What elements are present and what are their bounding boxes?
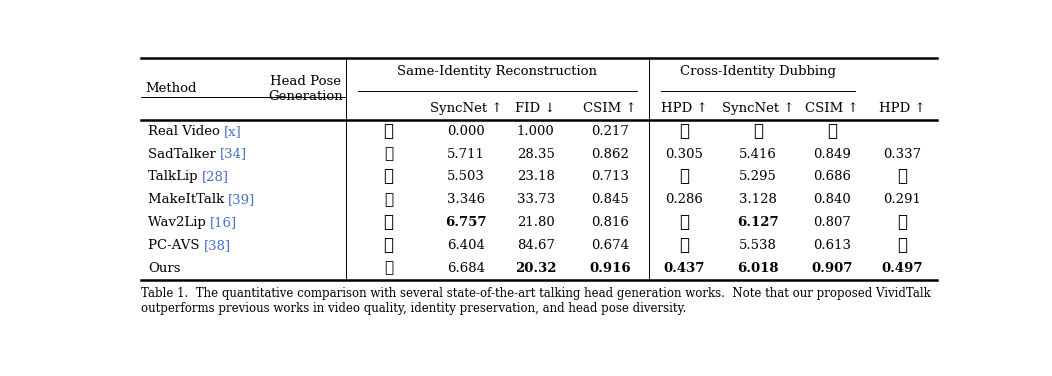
Text: 0.907: 0.907: [811, 262, 853, 275]
Text: 0.674: 0.674: [591, 239, 629, 252]
Text: ✓: ✓: [384, 193, 392, 207]
Text: 0.217: 0.217: [591, 125, 629, 138]
Text: [38]: [38]: [203, 239, 230, 252]
Text: 3.346: 3.346: [447, 193, 485, 206]
Text: 0.437: 0.437: [664, 262, 705, 275]
Text: 0.840: 0.840: [813, 193, 851, 206]
Text: 0.862: 0.862: [591, 147, 629, 161]
Text: Ours: Ours: [147, 262, 180, 275]
Text: [x]: [x]: [224, 125, 242, 138]
Text: 0.286: 0.286: [665, 193, 703, 206]
Text: ✗: ✗: [897, 168, 907, 185]
Text: ✗: ✗: [383, 214, 393, 231]
Text: ✗: ✗: [679, 168, 689, 185]
Text: [39]: [39]: [228, 193, 256, 206]
Text: 5.503: 5.503: [447, 170, 485, 183]
Text: FID ↓: FID ↓: [515, 102, 557, 115]
Text: 0.000: 0.000: [447, 125, 485, 138]
Text: 0.305: 0.305: [665, 147, 703, 161]
Text: SadTalker: SadTalker: [147, 147, 220, 161]
Text: 6.757: 6.757: [445, 216, 487, 229]
Text: 3.128: 3.128: [740, 193, 777, 206]
Text: 20.32: 20.32: [515, 262, 557, 275]
Text: ✓: ✓: [384, 261, 392, 275]
Text: 0.807: 0.807: [813, 216, 851, 229]
Text: Wav2Lip: Wav2Lip: [147, 216, 209, 229]
Text: TalkLip: TalkLip: [147, 170, 202, 183]
Text: PC-AVS: PC-AVS: [147, 239, 203, 252]
Text: Table 1.  The quantitative comparison with several state-of-the-art talking head: Table 1. The quantitative comparison wit…: [141, 287, 931, 315]
Text: ✗: ✗: [679, 123, 689, 140]
Text: 1.000: 1.000: [517, 125, 554, 138]
Text: CSIM ↑: CSIM ↑: [583, 102, 636, 115]
Text: Real Video: Real Video: [147, 125, 224, 138]
Text: SyncNet ↑: SyncNet ↑: [429, 102, 502, 115]
Text: Wav2Lip: Wav2Lip: [147, 216, 209, 229]
Text: [34]: [34]: [220, 147, 247, 161]
Text: 5.416: 5.416: [740, 147, 777, 161]
Text: [28]: [28]: [202, 170, 228, 183]
Text: 28.35: 28.35: [517, 147, 554, 161]
Text: Same-Identity Reconstruction: Same-Identity Reconstruction: [398, 65, 598, 78]
Text: 6.018: 6.018: [737, 262, 778, 275]
Text: 6.127: 6.127: [737, 216, 778, 229]
Text: TalkLip: TalkLip: [147, 170, 202, 183]
Text: ✗: ✗: [383, 237, 393, 254]
Text: 5.711: 5.711: [447, 147, 485, 161]
Text: 5.295: 5.295: [740, 170, 777, 183]
Text: 33.73: 33.73: [517, 193, 554, 206]
Text: ✗: ✗: [383, 168, 393, 185]
Text: ✗: ✗: [897, 214, 907, 231]
Text: 0.497: 0.497: [882, 262, 923, 275]
Text: ✓: ✓: [384, 147, 392, 161]
Text: 6.404: 6.404: [447, 239, 485, 252]
Text: HPD ↑: HPD ↑: [878, 102, 926, 115]
Text: PC-AVS: PC-AVS: [147, 239, 203, 252]
Text: ✗: ✗: [679, 214, 689, 231]
Text: 0.849: 0.849: [813, 147, 851, 161]
Text: 0.613: 0.613: [813, 239, 851, 252]
Text: ✗: ✗: [679, 237, 689, 254]
Text: SadTalker: SadTalker: [147, 147, 220, 161]
Text: 0.337: 0.337: [883, 147, 922, 161]
Text: SyncNet ↑: SyncNet ↑: [722, 102, 794, 115]
Text: 21.80: 21.80: [517, 216, 554, 229]
Text: HPD ↑: HPD ↑: [661, 102, 707, 115]
Text: ✗: ✗: [753, 123, 763, 140]
Text: Real Video: Real Video: [147, 125, 224, 138]
Text: MakeItTalk: MakeItTalk: [147, 193, 228, 206]
Text: 5.538: 5.538: [740, 239, 777, 252]
Text: 0.916: 0.916: [589, 262, 631, 275]
Text: ✗: ✗: [827, 123, 837, 140]
Text: Cross-Identity Dubbing: Cross-Identity Dubbing: [680, 65, 836, 78]
Text: 0.845: 0.845: [591, 193, 629, 206]
Text: 0.686: 0.686: [813, 170, 851, 183]
Text: 0.713: 0.713: [591, 170, 629, 183]
Text: 0.816: 0.816: [591, 216, 629, 229]
Text: CSIM ↑: CSIM ↑: [806, 102, 859, 115]
Text: ✗: ✗: [383, 123, 393, 140]
Text: MakeItTalk: MakeItTalk: [147, 193, 228, 206]
Text: Method: Method: [145, 82, 197, 96]
Text: ✗: ✗: [897, 237, 907, 254]
Text: 84.67: 84.67: [517, 239, 554, 252]
Text: 23.18: 23.18: [517, 170, 554, 183]
Text: 0.291: 0.291: [883, 193, 920, 206]
Text: [16]: [16]: [209, 216, 237, 229]
Text: 6.684: 6.684: [447, 262, 485, 275]
Text: Head Pose
Generation: Head Pose Generation: [268, 75, 343, 103]
